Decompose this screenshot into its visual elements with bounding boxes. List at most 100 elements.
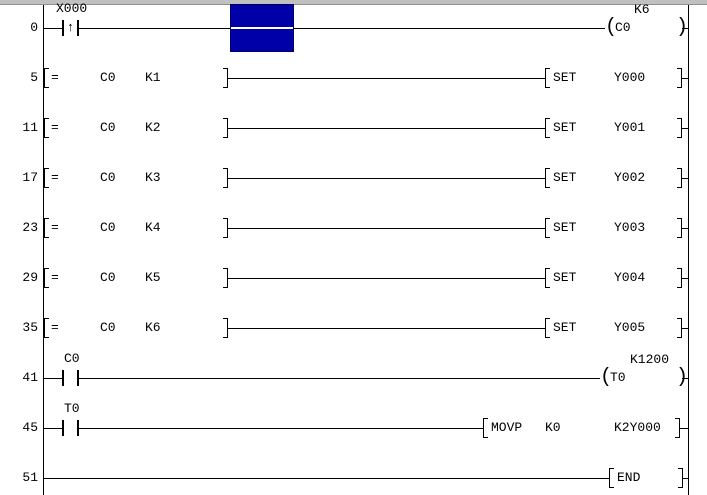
close-bracket — [223, 168, 228, 188]
window-top-edge — [0, 0, 707, 5]
open-bracket — [545, 118, 550, 138]
step-number: 45 — [22, 420, 38, 435]
open-bracket — [545, 218, 550, 238]
compare-arg2[interactable]: K3 — [145, 170, 161, 185]
wire-segment — [43, 428, 64, 429]
move-destination[interactable]: K2Y000 — [614, 420, 661, 435]
open-bracket — [545, 68, 550, 88]
move-source[interactable]: K0 — [545, 420, 561, 435]
step-number: 17 — [22, 170, 38, 185]
coil-open-paren: ( — [600, 366, 613, 389]
compare-operator[interactable]: = — [51, 70, 59, 85]
wire-segment — [228, 128, 545, 129]
wire-segment — [682, 28, 688, 29]
set-device[interactable]: Y001 — [614, 120, 646, 135]
wire-segment — [43, 378, 64, 379]
compare-operator[interactable]: = — [51, 170, 59, 185]
left-power-rail — [43, 5, 44, 495]
coil-close-paren: ) — [676, 366, 689, 389]
pulse-rising-contact[interactable]: ↑ — [62, 20, 79, 36]
contact-bar — [62, 20, 64, 36]
step-number: 0 — [30, 20, 38, 35]
step-number: 51 — [22, 470, 38, 485]
open-bracket — [483, 418, 488, 438]
set-instruction[interactable]: SET — [553, 120, 577, 135]
close-bracket — [675, 418, 680, 438]
set-device[interactable]: Y003 — [614, 220, 646, 235]
step-number: 11 — [22, 120, 38, 135]
close-bracket — [677, 268, 682, 288]
wire-segment — [228, 178, 545, 179]
wire-segment — [228, 228, 545, 229]
close-bracket — [223, 218, 228, 238]
open-bracket — [545, 268, 550, 288]
cursor-cell-divider — [231, 27, 293, 29]
compare-arg1[interactable]: C0 — [100, 70, 116, 85]
compare-arg2[interactable]: K1 — [145, 70, 161, 85]
normally-open-contact[interactable] — [62, 420, 79, 436]
set-instruction[interactable]: SET — [553, 70, 577, 85]
close-bracket — [223, 268, 228, 288]
contact-bar — [62, 370, 64, 386]
close-bracket — [677, 118, 682, 138]
wire-segment — [682, 178, 688, 179]
compare-arg1[interactable]: C0 — [100, 320, 116, 335]
compare-arg1[interactable]: C0 — [100, 220, 116, 235]
set-device[interactable]: Y004 — [614, 270, 646, 285]
wire-segment — [682, 378, 688, 379]
contact-bar — [77, 370, 79, 386]
compare-operator[interactable]: = — [51, 320, 59, 335]
wire-segment — [682, 278, 688, 279]
compare-arg2[interactable]: K4 — [145, 220, 161, 235]
coil-device[interactable]: T0 — [610, 370, 626, 385]
wire-segment — [78, 378, 600, 379]
rising-edge-arrow-icon: ↑ — [66, 20, 75, 35]
compare-arg1[interactable]: C0 — [100, 270, 116, 285]
edit-cursor-cell[interactable] — [230, 4, 294, 52]
wire-segment — [682, 328, 688, 329]
wire-segment — [228, 78, 545, 79]
contact-device-label: T0 — [64, 401, 80, 416]
wire-segment — [228, 328, 545, 329]
open-bracket — [44, 168, 49, 188]
set-device[interactable]: Y002 — [614, 170, 646, 185]
step-number: 23 — [22, 220, 38, 235]
set-instruction[interactable]: SET — [553, 220, 577, 235]
compare-operator[interactable]: = — [51, 220, 59, 235]
set-device[interactable]: Y000 — [614, 70, 646, 85]
compare-arg2[interactable]: K5 — [145, 270, 161, 285]
open-bracket — [44, 218, 49, 238]
set-instruction[interactable]: SET — [553, 270, 577, 285]
close-bracket — [677, 168, 682, 188]
compare-arg2[interactable]: K2 — [145, 120, 161, 135]
close-bracket — [677, 318, 682, 338]
wire-segment — [294, 28, 605, 29]
open-bracket — [44, 68, 49, 88]
end-instruction[interactable]: END — [617, 470, 641, 485]
compare-arg2[interactable]: K6 — [145, 320, 161, 335]
set-instruction[interactable]: SET — [553, 170, 577, 185]
wire-segment — [682, 128, 688, 129]
open-bracket — [44, 318, 49, 338]
wire-segment — [78, 28, 230, 29]
step-number: 35 — [22, 320, 38, 335]
compare-operator[interactable]: = — [51, 270, 59, 285]
move-instruction[interactable]: MOVP — [491, 420, 523, 435]
coil-device[interactable]: C0 — [615, 20, 631, 35]
set-instruction[interactable]: SET — [553, 320, 577, 335]
contact-bar — [62, 420, 64, 436]
set-device[interactable]: Y005 — [614, 320, 646, 335]
wire-segment — [78, 428, 483, 429]
open-bracket — [44, 118, 49, 138]
compare-operator[interactable]: = — [51, 120, 59, 135]
compare-arg1[interactable]: C0 — [100, 120, 116, 135]
open-bracket — [545, 168, 550, 188]
close-bracket — [677, 68, 682, 88]
contact-bar — [77, 20, 79, 36]
wire-segment — [683, 478, 688, 479]
compare-arg1[interactable]: C0 — [100, 170, 116, 185]
wire-segment — [228, 278, 545, 279]
normally-open-contact[interactable] — [62, 370, 79, 386]
wire-segment — [680, 428, 688, 429]
